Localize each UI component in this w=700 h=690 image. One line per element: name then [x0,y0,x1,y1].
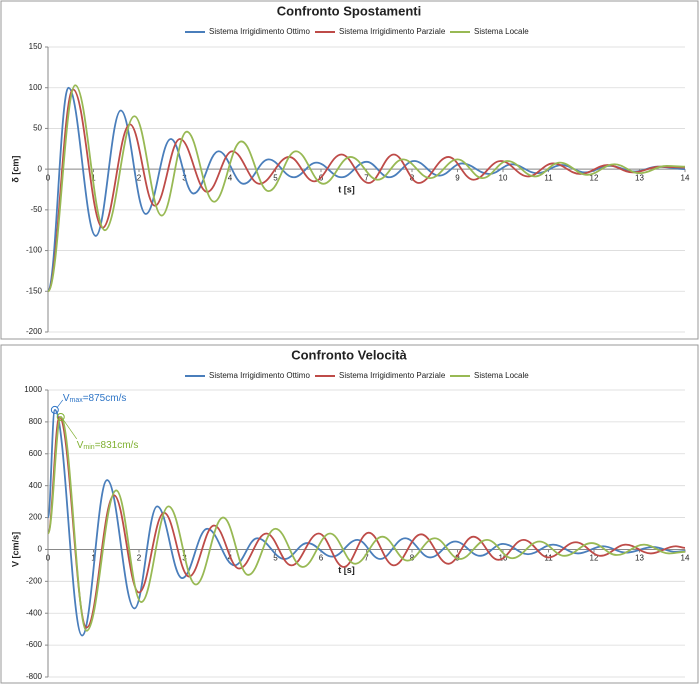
x-tick-label: 14 [681,554,690,563]
x-tick-label: 13 [635,173,644,182]
chart-title: Confronto Velocità [291,347,407,362]
y-axis-label: V [cm/s] [10,532,20,567]
y-tick-label: 600 [29,449,43,458]
x-tick-label: 5 [273,173,278,182]
y-tick-label: 800 [29,417,43,426]
annotation-text: =875cm/s [83,393,127,404]
y-tick-label: -200 [26,327,43,336]
legend-label: Sistema Irrigidimento Parziale [339,371,446,380]
x-tick-label: 13 [635,554,644,563]
annotation-text: =831cm/s [95,440,139,451]
x-tick-label: 12 [590,554,599,563]
y-tick-label: -600 [26,640,43,649]
legend-label: Sistema Irrigidimento Parziale [339,27,446,36]
y-tick-label: -150 [26,286,43,295]
y-tick-label: 0 [38,164,43,173]
y-tick-label: 100 [29,83,43,92]
legend-label: Sistema Locale [474,27,529,36]
x-tick-label: 4 [228,173,233,182]
annotation-leader [56,399,64,409]
line-series [47,88,686,293]
x-tick-label: 10 [499,173,508,182]
line-series [47,416,686,632]
y-tick-label: -400 [26,608,43,617]
line-series [47,84,686,293]
y-tick-label: -800 [26,672,43,681]
annotation-sub: min [83,444,94,451]
x-tick-label: 14 [681,173,690,182]
x-tick-label: 6 [319,554,324,563]
x-tick-label: 2 [137,173,142,182]
y-tick-label: 400 [29,481,43,490]
x-axis-label: t [s] [338,185,355,195]
x-tick-label: 1 [91,173,96,182]
legend-label: Sistema Locale [474,371,529,380]
x-tick-label: 0 [46,554,51,563]
line-series [47,409,686,637]
annotation-main: V [77,440,84,451]
y-tick-label: -200 [26,576,43,585]
y-axis-label: δ [cm] [10,156,20,183]
x-tick-label: 7 [364,554,369,563]
annotation-sub: max [69,397,83,404]
y-tick-label: -100 [26,246,43,255]
x-tick-label: 0 [46,173,51,182]
line-series [47,86,686,293]
y-tick-label: 200 [29,513,43,522]
y-tick-label: 50 [33,124,42,133]
x-tick-label: 7 [364,173,369,182]
annotation: Vmin=831cm/s [77,440,139,451]
annotation-main: V [63,393,70,404]
x-axis-label: t [s] [338,565,355,575]
y-tick-label: 1000 [24,385,42,394]
legend-label: Sistema Irrigidimento Ottimo [209,27,310,36]
x-tick-label: 2 [137,554,142,563]
y-tick-label: 150 [29,42,43,51]
x-tick-label: 11 [544,173,553,182]
x-tick-label: 9 [455,173,460,182]
line-series [47,416,686,629]
x-tick-label: 12 [590,173,599,182]
legend-label: Sistema Irrigidimento Ottimo [209,371,310,380]
annotation-leader [62,418,78,440]
chart-title: Confronto Spostamenti [277,3,421,18]
y-tick-label: 0 [38,545,43,554]
annotation: Vmax=875cm/s [63,393,127,404]
x-tick-label: 5 [273,554,278,563]
annotation-marker [56,412,65,421]
y-tick-label: -50 [30,205,42,214]
annotation-marker [50,405,59,414]
